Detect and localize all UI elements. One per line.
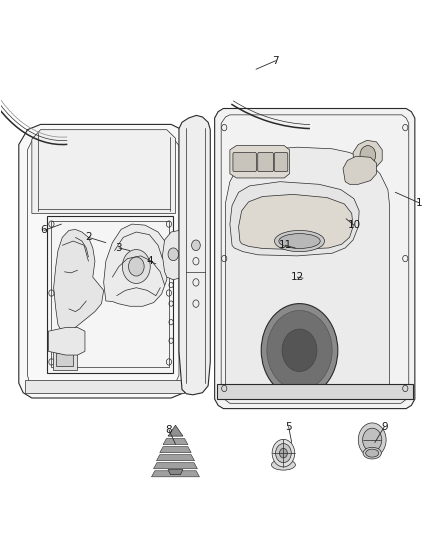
Polygon shape bbox=[230, 146, 290, 178]
Polygon shape bbox=[19, 124, 188, 398]
FancyBboxPatch shape bbox=[233, 152, 256, 172]
Text: 2: 2 bbox=[85, 232, 92, 243]
Polygon shape bbox=[104, 224, 168, 306]
Circle shape bbox=[128, 257, 144, 276]
Polygon shape bbox=[226, 147, 390, 394]
Circle shape bbox=[276, 443, 291, 463]
Circle shape bbox=[282, 329, 317, 372]
Text: 5: 5 bbox=[285, 422, 292, 432]
FancyBboxPatch shape bbox=[258, 152, 273, 172]
Text: 4: 4 bbox=[146, 256, 153, 266]
Polygon shape bbox=[152, 471, 199, 477]
Polygon shape bbox=[47, 216, 173, 373]
FancyBboxPatch shape bbox=[53, 349, 77, 370]
Polygon shape bbox=[179, 115, 210, 395]
Text: 10: 10 bbox=[347, 220, 360, 230]
Circle shape bbox=[363, 428, 382, 451]
Circle shape bbox=[272, 439, 295, 467]
Polygon shape bbox=[25, 381, 184, 393]
Polygon shape bbox=[353, 140, 382, 170]
Polygon shape bbox=[163, 439, 188, 445]
Polygon shape bbox=[215, 109, 415, 409]
Circle shape bbox=[168, 248, 179, 261]
Text: 12: 12 bbox=[291, 272, 304, 282]
Polygon shape bbox=[160, 447, 191, 453]
Ellipse shape bbox=[363, 447, 381, 459]
Polygon shape bbox=[48, 327, 85, 355]
Ellipse shape bbox=[272, 459, 295, 470]
Text: 7: 7 bbox=[272, 56, 279, 66]
Polygon shape bbox=[32, 130, 176, 214]
Polygon shape bbox=[154, 463, 198, 469]
Ellipse shape bbox=[279, 233, 320, 248]
Circle shape bbox=[279, 448, 287, 458]
Polygon shape bbox=[217, 384, 413, 399]
Circle shape bbox=[191, 240, 200, 251]
Polygon shape bbox=[168, 425, 183, 436]
Text: 8: 8 bbox=[166, 425, 172, 435]
Text: 1: 1 bbox=[416, 198, 423, 208]
Ellipse shape bbox=[275, 230, 325, 252]
Ellipse shape bbox=[366, 449, 379, 457]
Circle shape bbox=[261, 304, 338, 397]
Polygon shape bbox=[53, 229, 104, 330]
FancyBboxPatch shape bbox=[274, 152, 288, 172]
Circle shape bbox=[122, 249, 150, 284]
Text: 11: 11 bbox=[279, 240, 292, 251]
Polygon shape bbox=[230, 182, 359, 256]
Text: 9: 9 bbox=[381, 422, 388, 432]
Circle shape bbox=[267, 311, 332, 390]
Circle shape bbox=[358, 423, 386, 457]
Polygon shape bbox=[239, 195, 353, 249]
FancyBboxPatch shape bbox=[56, 353, 73, 366]
Circle shape bbox=[360, 146, 376, 165]
Polygon shape bbox=[156, 455, 194, 461]
Polygon shape bbox=[343, 156, 377, 184]
Text: 6: 6 bbox=[41, 225, 47, 236]
Polygon shape bbox=[162, 230, 182, 280]
Text: 3: 3 bbox=[116, 243, 122, 253]
Polygon shape bbox=[168, 470, 183, 474]
